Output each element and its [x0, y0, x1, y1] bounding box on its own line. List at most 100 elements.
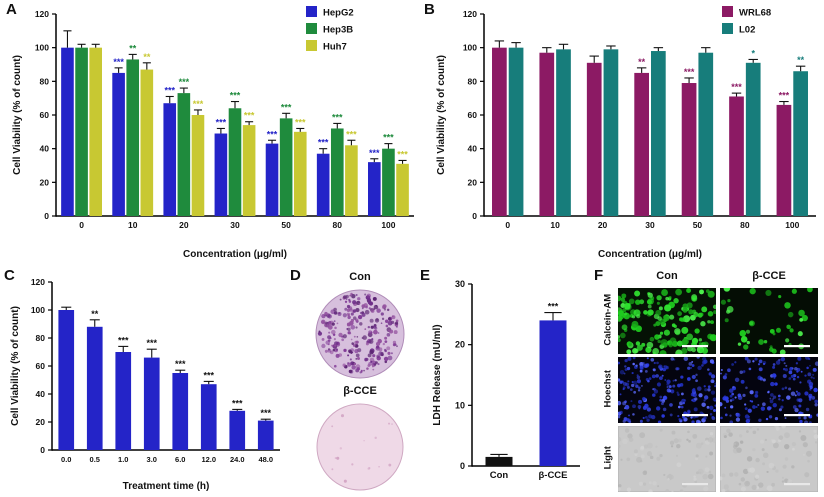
- bar: [115, 352, 132, 450]
- y-tick-label: 100: [31, 305, 45, 315]
- x-tick-label: 30: [645, 220, 655, 230]
- cell-dot: [732, 385, 735, 389]
- cell-dot: [728, 432, 733, 437]
- cell-dot: [626, 487, 632, 492]
- bar: [698, 52, 714, 216]
- cell-dot: [628, 342, 632, 347]
- cell-dot: [724, 406, 727, 409]
- colony-dot: [388, 317, 391, 321]
- cell-dot: [691, 347, 696, 353]
- significance-stars: **: [143, 52, 151, 62]
- colony-dot: [349, 358, 352, 361]
- cell-dot: [752, 447, 756, 452]
- bar: [745, 62, 761, 216]
- colony-dot: [380, 312, 384, 316]
- cell-dot: [618, 378, 621, 382]
- cell-dot: [635, 384, 639, 388]
- cell-dot: [807, 372, 812, 377]
- colony-dot: [377, 338, 382, 344]
- colony-dot: [383, 308, 387, 311]
- cell-dot: [622, 438, 628, 445]
- significance-stars: ***: [118, 335, 129, 345]
- colony-dot: [321, 343, 326, 349]
- cell-dot: [637, 389, 641, 392]
- cell-dot: [798, 309, 805, 317]
- cell-dot: [771, 439, 776, 444]
- cell-dot: [647, 304, 652, 309]
- significance-stars: ***: [318, 138, 329, 148]
- bar: [140, 69, 154, 216]
- cell-dot: [673, 298, 679, 304]
- cell-dot: [663, 395, 667, 400]
- colony-dot: [354, 340, 359, 345]
- colony-dot: [367, 297, 371, 302]
- cell-dot: [676, 340, 683, 347]
- colony-dot: [355, 357, 358, 360]
- cell-dot: [656, 301, 660, 305]
- x-tick-label: 20: [179, 220, 189, 230]
- cell-dot: [699, 312, 704, 317]
- cell-dot: [749, 467, 755, 473]
- y-tick-label: 80: [468, 76, 478, 86]
- cell-dot: [669, 337, 677, 345]
- cell-dot: [784, 417, 787, 420]
- colony-dot: [334, 326, 337, 330]
- micrograph-col-con-label: Con: [656, 270, 678, 282]
- cell-dot: [729, 472, 734, 477]
- cell-dot: [647, 442, 653, 449]
- cell-dot: [746, 359, 751, 364]
- cell-dot: [816, 413, 818, 417]
- cell-dot: [676, 462, 682, 468]
- colony-dot: [395, 321, 399, 325]
- cell-dot: [814, 403, 818, 407]
- cell-dot: [636, 374, 639, 377]
- scale-bar: [682, 483, 708, 486]
- colony-dot: [363, 369, 365, 372]
- cell-dot: [620, 458, 623, 461]
- colony-dot: [377, 332, 380, 334]
- cell-dot: [669, 413, 673, 417]
- cell-dot: [729, 420, 734, 423]
- cell-dot: [661, 414, 665, 418]
- cell-dot: [659, 453, 663, 458]
- colony-dot: [378, 466, 380, 468]
- bar: [556, 49, 571, 216]
- x-tick-label: 50: [693, 220, 703, 230]
- cell-dot: [631, 315, 636, 319]
- significance-stars: ***: [731, 82, 742, 92]
- bar: [485, 456, 513, 466]
- cell-dot: [775, 360, 781, 365]
- cell-dot: [679, 489, 684, 492]
- cell-dot: [744, 414, 750, 419]
- colony-dot: [366, 293, 371, 298]
- cell-dot: [636, 379, 642, 384]
- cell-dot: [646, 451, 653, 457]
- cell-dot: [625, 418, 630, 422]
- bar: [492, 47, 507, 216]
- cell-dot: [721, 473, 726, 478]
- cell-dot: [647, 298, 654, 305]
- cell-dot: [697, 365, 702, 371]
- cell-dot: [739, 329, 747, 337]
- colony-dot: [342, 313, 347, 318]
- cell-dot: [639, 419, 643, 423]
- cell-dot: [677, 311, 682, 317]
- cell-dot: [707, 290, 715, 298]
- colony-dot: [327, 335, 331, 340]
- cell-dot: [695, 373, 698, 377]
- cell-dot: [762, 378, 766, 382]
- cell-dot: [693, 477, 697, 481]
- cell-dot: [642, 470, 648, 476]
- cell-dot: [780, 405, 784, 409]
- bar: [75, 47, 88, 216]
- cell-dot: [698, 393, 703, 398]
- cell-dot: [795, 390, 798, 393]
- cell-dot: [734, 472, 739, 477]
- panel-a-label: A: [6, 1, 17, 18]
- bar: [729, 96, 744, 216]
- cell-dot: [710, 374, 716, 379]
- cell-dot: [758, 359, 763, 364]
- y-tick-label: 120: [463, 9, 477, 19]
- x-tick-label: 0.5: [90, 455, 100, 464]
- x-axis-label: Concentration (μg/ml): [598, 249, 702, 260]
